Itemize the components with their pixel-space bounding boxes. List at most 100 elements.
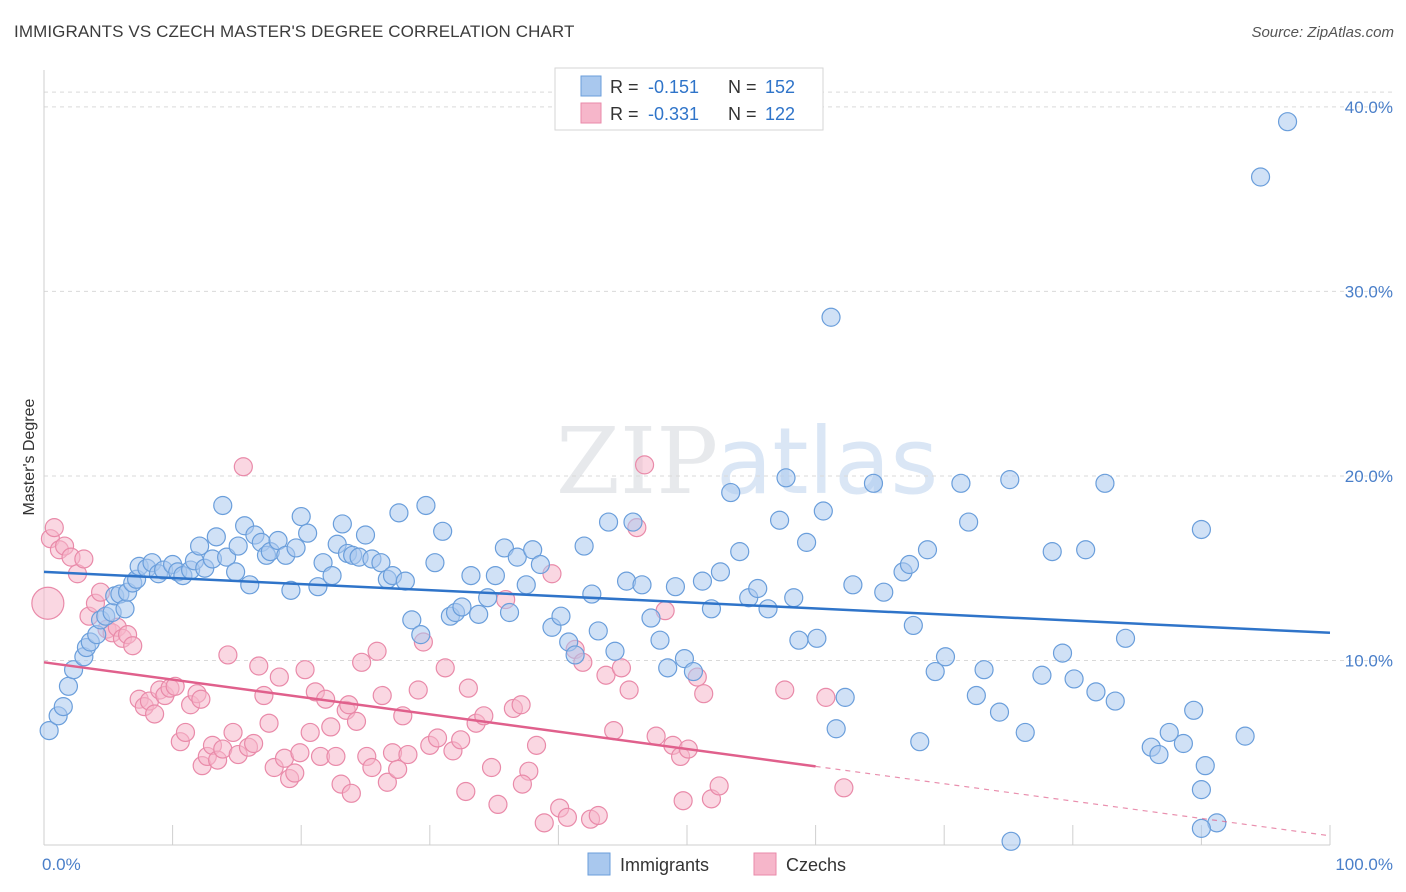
immigrants-point — [416, 495, 436, 516]
legend-label-czechs: Czechs — [786, 855, 846, 875]
immigrants-point — [332, 514, 352, 534]
immigrants-point — [565, 645, 585, 665]
immigrants-point — [692, 571, 713, 591]
immigrants-point — [206, 527, 226, 547]
immigrants-point — [721, 482, 741, 503]
immigrants-point — [807, 628, 827, 648]
bottom-legend: Immigrants Czechs — [587, 852, 846, 876]
immigrants-point — [402, 610, 422, 630]
data-points — [31, 112, 1298, 851]
immigrants-point — [1191, 818, 1212, 838]
stats-n-value-czechs: 122 — [765, 104, 795, 124]
immigrants-point — [371, 553, 391, 573]
immigrants-point — [298, 523, 318, 543]
czechs-point — [321, 717, 341, 737]
immigrants-point — [632, 575, 652, 595]
trend-line-czechs — [43, 661, 816, 768]
immigrants-point — [58, 676, 79, 696]
trend-lines — [43, 570, 1331, 837]
czechs-point — [377, 772, 397, 792]
immigrants-point — [190, 536, 210, 556]
czechs-point — [74, 549, 94, 569]
immigrants-point — [507, 547, 527, 567]
czechs-point — [300, 722, 320, 743]
x-axis-ticks — [43, 825, 1331, 845]
immigrants-point — [863, 473, 884, 493]
stats-n-value-immigrants: 152 — [765, 77, 795, 97]
immigrants-point — [935, 647, 956, 667]
y-tick-label: 40.0% — [1345, 98, 1393, 117]
immigrants-point — [966, 685, 986, 706]
immigrants-point — [730, 542, 750, 562]
immigrants-point — [598, 512, 619, 532]
czechs-point — [144, 704, 165, 724]
czechs-point — [175, 722, 196, 743]
immigrants-point — [623, 512, 643, 532]
immigrants-point — [959, 512, 979, 532]
source-label: Source: ZipAtlas.com — [1251, 24, 1394, 41]
stats-legend-swatch-czechs — [580, 102, 602, 124]
y-tick-label: 30.0% — [1345, 282, 1393, 301]
immigrants-point — [1250, 167, 1271, 187]
czechs-point — [834, 778, 854, 798]
czechs-point — [619, 680, 639, 700]
czechs-point — [326, 746, 346, 767]
immigrants-point — [665, 577, 686, 597]
immigrants-point — [308, 577, 328, 597]
immigrants-point — [951, 473, 971, 493]
czechs-point — [259, 713, 279, 733]
chart-title: IMMIGRANTS VS CZECH MASTER'S DEGREE CORR… — [14, 22, 575, 41]
czechs-point — [456, 781, 476, 802]
immigrants-point — [1191, 519, 1212, 540]
immigrants-point — [658, 658, 678, 678]
immigrants-point — [461, 565, 481, 586]
legend-swatch-czechs — [753, 852, 777, 876]
immigrants-point — [989, 702, 1010, 722]
immigrants-point — [1000, 470, 1020, 490]
immigrants-point — [917, 540, 938, 560]
immigrants-point — [53, 697, 73, 717]
stats-legend-swatch-immigrants — [580, 75, 602, 97]
czechs-point — [481, 757, 502, 778]
czechs-point — [458, 678, 478, 698]
immigrants-point — [1015, 722, 1035, 743]
czechs-point — [372, 685, 392, 706]
czechs-point — [290, 743, 310, 763]
immigrants-point — [322, 565, 342, 586]
immigrants-point — [523, 540, 543, 560]
czechs-point — [223, 722, 243, 743]
stats-r-label-immigrants: R = — [610, 77, 639, 97]
czechs-point — [604, 720, 624, 741]
immigrants-point — [769, 510, 790, 530]
immigrants-point — [1191, 780, 1212, 800]
immigrants-point — [1149, 744, 1169, 765]
czechs-point — [512, 774, 532, 794]
immigrants-point — [789, 630, 809, 650]
czechs-point — [596, 665, 616, 685]
immigrants-point — [650, 630, 670, 650]
immigrants-point — [286, 538, 306, 558]
immigrants-point — [291, 506, 311, 527]
immigrants-point — [551, 606, 571, 626]
czechs-point — [44, 518, 64, 538]
watermark: ZIP atlas — [556, 408, 938, 515]
immigrants-point — [494, 538, 514, 558]
immigrants-point — [1032, 665, 1052, 685]
czechs-point — [31, 586, 65, 620]
czechs-point — [694, 684, 714, 704]
immigrants-point — [683, 661, 704, 682]
immigrants-point — [710, 562, 731, 582]
czechs-point — [588, 805, 608, 826]
immigrants-point — [1064, 669, 1084, 689]
czechs-point — [427, 728, 448, 748]
immigrants-point — [1001, 831, 1021, 851]
czechs-point — [709, 776, 729, 796]
stats-n-label-czechs: N = — [728, 104, 757, 124]
czechs-point — [249, 656, 269, 676]
immigrants-point — [425, 553, 445, 573]
immigrants-point — [469, 604, 489, 624]
immigrants-point — [217, 547, 237, 567]
czechs-point — [367, 641, 387, 661]
stats-legend: R = -0.151 N = 152 R = -0.331 N = 122 — [554, 67, 824, 131]
